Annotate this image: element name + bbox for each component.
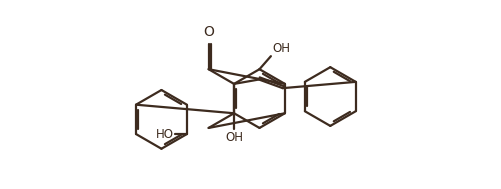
Text: OH: OH bbox=[273, 42, 291, 55]
Text: O: O bbox=[203, 25, 214, 39]
Text: HO: HO bbox=[155, 128, 173, 141]
Text: OH: OH bbox=[225, 131, 243, 144]
